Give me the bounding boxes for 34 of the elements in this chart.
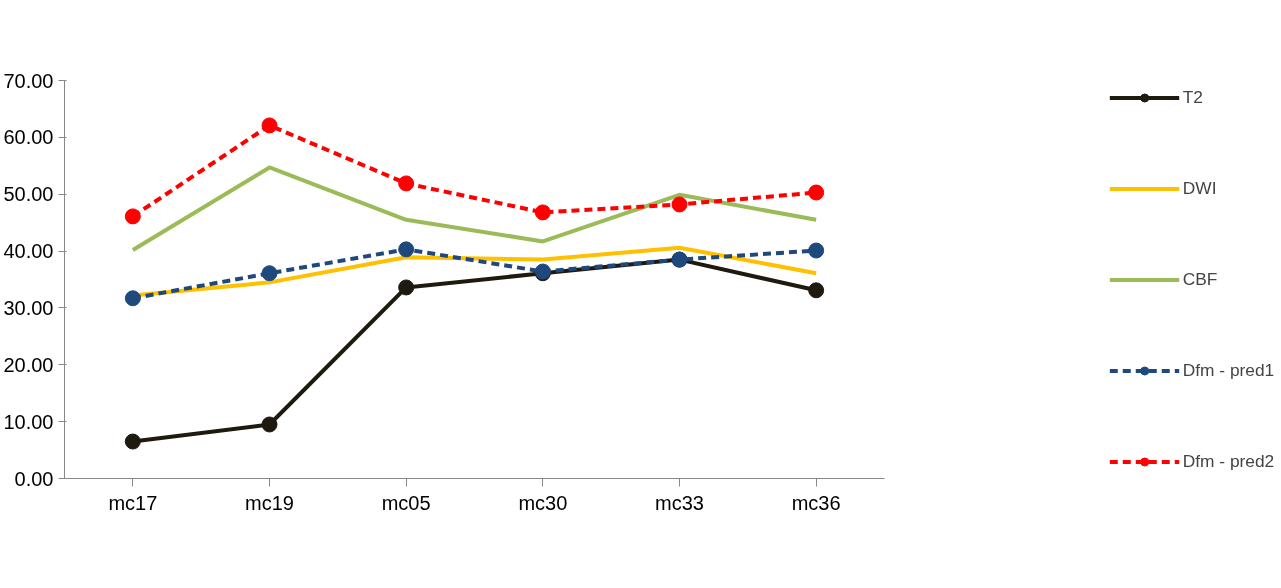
point (124, 433, 141, 450)
point (808, 184, 825, 201)
legend-label: CBF (1182, 268, 1218, 290)
point (534, 204, 551, 221)
x-tick-label: mc30 (518, 491, 568, 514)
x-tick-label: mc36 (791, 491, 841, 514)
line-series (130, 165, 819, 252)
legend-label: T2 (1182, 86, 1203, 108)
legend-label: DWI (1182, 177, 1217, 199)
y-tick-label: 60.00 (3, 126, 54, 149)
y-tick-label: 30.00 (3, 296, 54, 319)
point (261, 265, 278, 282)
point (808, 282, 825, 299)
point (808, 242, 825, 259)
legend-label: Dfm - pred1 (1182, 359, 1275, 381)
point (398, 241, 415, 258)
point (261, 416, 278, 433)
y-tick-label: 40.00 (3, 240, 54, 263)
y-tick-label: 0.00 (14, 467, 54, 490)
x-tick-label: mc05 (381, 491, 431, 514)
point (124, 208, 141, 225)
legend-label: Dfm - pred2 (1182, 450, 1275, 472)
x-tick-label: mc17 (108, 491, 158, 514)
y-tick-label: 50.00 (3, 183, 54, 206)
y-tick-label: 70.00 (3, 69, 54, 92)
point (671, 196, 688, 213)
y-tick-label: 10.00 (3, 410, 54, 433)
x-tick-label: mc19 (245, 491, 294, 514)
x-tick-label: mc33 (655, 491, 704, 514)
point (124, 290, 141, 307)
y-tick-label: 20.00 (3, 353, 54, 376)
point (261, 117, 278, 134)
point (398, 279, 415, 296)
point (398, 175, 415, 192)
